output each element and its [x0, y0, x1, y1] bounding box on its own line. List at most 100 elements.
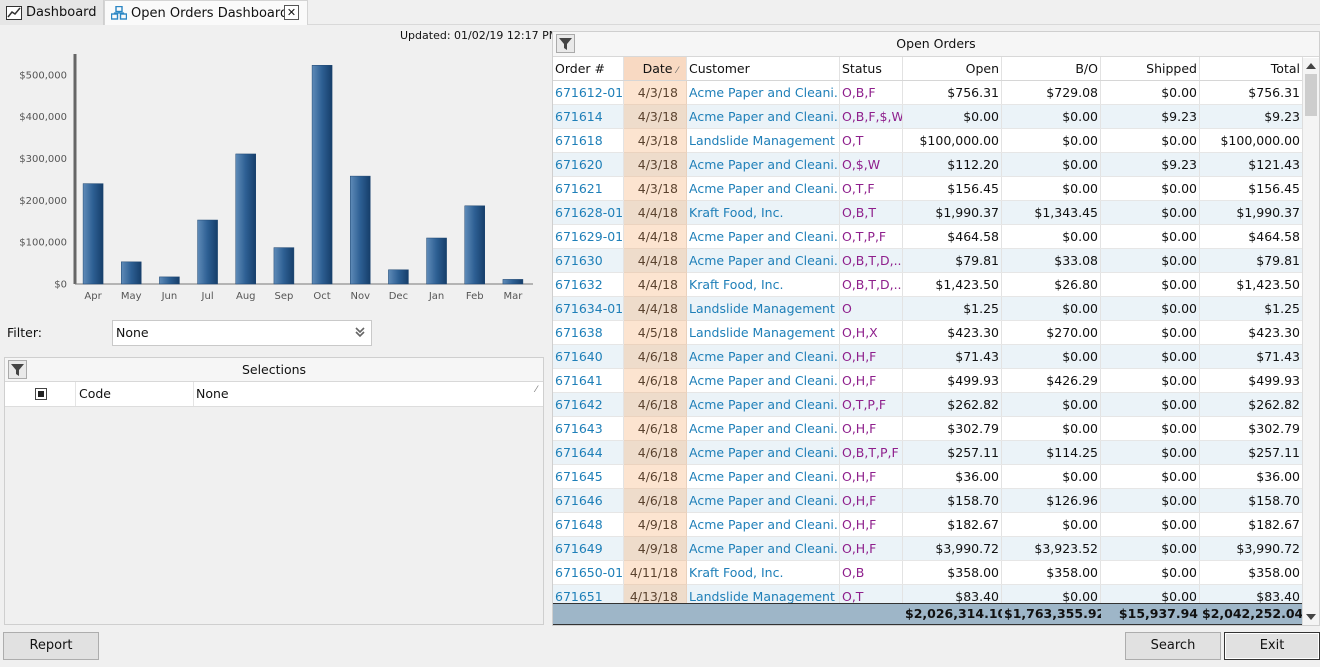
order-number-cell[interactable]: 671643	[553, 417, 624, 440]
vertical-scrollbar[interactable]	[1302, 58, 1319, 625]
select-all-cell[interactable]	[5, 382, 76, 406]
order-number-cell[interactable]: 671612-01	[553, 81, 624, 104]
tab-open-orders-dashboard[interactable]: Open Orders Dashboard ✕	[104, 0, 308, 25]
customer-cell[interactable]: Landslide Management	[687, 585, 840, 603]
orders-filter-button[interactable]	[556, 34, 575, 53]
order-number-cell[interactable]: 671651	[553, 585, 624, 603]
table-row[interactable]: 671620 4/3/18 Acme Paper and Cleani... O,$,…	[553, 153, 1303, 177]
filter-funnel-button[interactable]	[8, 360, 27, 379]
table-row[interactable]: 671645 4/6/18 Acme Paper and Cleani... O,H,…	[553, 465, 1303, 489]
bar-feb[interactable]	[464, 205, 485, 285]
customer-cell[interactable]: Landslide Management	[687, 321, 840, 344]
bar-may[interactable]	[121, 261, 142, 285]
order-number-cell[interactable]: 671640	[553, 345, 624, 368]
select-all-checkbox[interactable]	[35, 388, 47, 400]
bar-sep[interactable]	[273, 247, 295, 285]
table-row[interactable]: 671618 4/3/18 Landslide Management O,T $100,…	[553, 129, 1303, 153]
order-number-cell[interactable]: 671628-01	[553, 201, 624, 224]
customer-cell[interactable]: Kraft Food, Inc.	[687, 561, 840, 584]
column-bo[interactable]: B/O	[1002, 57, 1101, 80]
table-row[interactable]: 671614 4/3/18 Acme Paper and Cleani... O,B,…	[553, 105, 1303, 129]
bar-jan[interactable]	[426, 237, 447, 285]
report-button[interactable]: Report	[3, 632, 99, 660]
order-number-cell[interactable]: 671638	[553, 321, 624, 344]
customer-cell[interactable]: Acme Paper and Cleani...	[687, 441, 840, 464]
table-row[interactable]: 671650-01 4/11/18 Kraft Food, Inc. O,B $358.…	[553, 561, 1303, 585]
column-code[interactable]: Code	[76, 382, 194, 406]
column-total[interactable]: Total	[1200, 57, 1303, 80]
customer-cell[interactable]: Kraft Food, Inc.	[687, 201, 840, 224]
exit-button[interactable]: Exit	[1224, 632, 1320, 660]
bar-jul[interactable]	[197, 219, 218, 285]
customer-cell[interactable]: Acme Paper and Cleani...	[687, 393, 840, 416]
customer-cell[interactable]: Acme Paper and Cleani...	[687, 369, 840, 392]
order-number-cell[interactable]: 671646	[553, 489, 624, 512]
order-number-cell[interactable]: 671629-01	[553, 225, 624, 248]
order-number-cell[interactable]: 671630	[553, 249, 624, 272]
customer-cell[interactable]: Acme Paper and Cleani...	[687, 489, 840, 512]
customer-cell[interactable]: Acme Paper and Cleani...	[687, 225, 840, 248]
customer-cell[interactable]: Acme Paper and Cleani...	[687, 177, 840, 200]
column-customer[interactable]: Customer	[687, 57, 840, 80]
table-row[interactable]: 671632 4/4/18 Kraft Food, Inc. O,B,T,D,... $…	[553, 273, 1303, 297]
bar-jun[interactable]	[159, 276, 180, 285]
table-row[interactable]: 671640 4/6/18 Acme Paper and Cleani... O,H,…	[553, 345, 1303, 369]
order-number-cell[interactable]: 671618	[553, 129, 624, 152]
scroll-up-icon[interactable]	[1306, 62, 1316, 70]
filter-dropdown[interactable]: None	[112, 320, 372, 346]
table-row[interactable]: 671638 4/5/18 Landslide Management O,H,X $42…	[553, 321, 1303, 345]
order-number-cell[interactable]: 671632	[553, 273, 624, 296]
bar-apr[interactable]	[82, 183, 104, 285]
table-row[interactable]: 671634-01 4/4/18 Landslide Management O $1.2…	[553, 297, 1303, 321]
order-number-cell[interactable]: 671621	[553, 177, 624, 200]
table-row[interactable]: 671649 4/9/18 Acme Paper and Cleani... O,H,…	[553, 537, 1303, 561]
column-date[interactable]: Date ⁄	[624, 57, 687, 80]
order-number-cell[interactable]: 671642	[553, 393, 624, 416]
table-row[interactable]: 671644 4/6/18 Acme Paper and Cleani... O,B,…	[553, 441, 1303, 465]
order-number-cell[interactable]: 671645	[553, 465, 624, 488]
order-number-cell[interactable]: 671649	[553, 537, 624, 560]
search-button[interactable]: Search	[1125, 632, 1221, 660]
table-row[interactable]: 671648 4/9/18 Acme Paper and Cleani... O,H,…	[553, 513, 1303, 537]
customer-cell[interactable]: Landslide Management	[687, 129, 840, 152]
bar-nov[interactable]	[350, 175, 371, 285]
column-shipped[interactable]: Shipped	[1101, 57, 1200, 80]
customer-cell[interactable]: Acme Paper and Cleani...	[687, 513, 840, 536]
scrollbar-thumb[interactable]	[1305, 74, 1317, 116]
order-number-cell[interactable]: 671644	[553, 441, 624, 464]
customer-cell[interactable]: Acme Paper and Cleani...	[687, 417, 840, 440]
customer-cell[interactable]: Acme Paper and Cleani...	[687, 345, 840, 368]
bar-mar[interactable]	[502, 279, 524, 285]
column-order-number[interactable]: Order #	[553, 57, 624, 80]
customer-cell[interactable]: Acme Paper and Cleani...	[687, 153, 840, 176]
scroll-down-icon[interactable]	[1306, 613, 1316, 621]
order-number-cell[interactable]: 671641	[553, 369, 624, 392]
column-open[interactable]: Open	[903, 57, 1002, 80]
table-row[interactable]: 671612-01 4/3/18 Acme Paper and Cleani... O…	[553, 81, 1303, 105]
customer-cell[interactable]: Landslide Management	[687, 297, 840, 320]
table-row[interactable]: 671651 4/13/18 Landslide Management O,T $83.…	[553, 585, 1303, 603]
tab-dashboard[interactable]: Dashboard	[0, 0, 104, 25]
table-row[interactable]: 671641 4/6/18 Acme Paper and Cleani... O,H,…	[553, 369, 1303, 393]
table-row[interactable]: 671628-01 4/4/18 Kraft Food, Inc. O,B,T $1,9…	[553, 201, 1303, 225]
table-row[interactable]: 671629-01 4/4/18 Acme Paper and Cleani... O…	[553, 225, 1303, 249]
customer-cell[interactable]: Acme Paper and Cleani...	[687, 249, 840, 272]
customer-cell[interactable]: Acme Paper and Cleani...	[687, 81, 840, 104]
column-none[interactable]: None	[196, 386, 229, 401]
order-number-cell[interactable]: 671614	[553, 105, 624, 128]
table-row[interactable]: 671643 4/6/18 Acme Paper and Cleani... O,H,…	[553, 417, 1303, 441]
customer-cell[interactable]: Acme Paper and Cleani...	[687, 105, 840, 128]
close-icon[interactable]: ✕	[284, 5, 299, 20]
table-row[interactable]: 671630 4/4/18 Acme Paper and Cleani... O,B,…	[553, 249, 1303, 273]
order-number-cell[interactable]: 671650-01	[553, 561, 624, 584]
bar-aug[interactable]	[235, 153, 256, 285]
bar-dec[interactable]	[388, 269, 409, 285]
column-status[interactable]: Status	[840, 57, 903, 80]
table-row[interactable]: 671621 4/3/18 Acme Paper and Cleani... O,T,…	[553, 177, 1303, 201]
customer-cell[interactable]: Acme Paper and Cleani...	[687, 465, 840, 488]
table-row[interactable]: 671646 4/6/18 Acme Paper and Cleani... O,H,…	[553, 489, 1303, 513]
table-row[interactable]: 671642 4/6/18 Acme Paper and Cleani... O,T,…	[553, 393, 1303, 417]
order-number-cell[interactable]: 671648	[553, 513, 624, 536]
order-number-cell[interactable]: 671634-01	[553, 297, 624, 320]
customer-cell[interactable]: Acme Paper and Cleani...	[687, 537, 840, 560]
